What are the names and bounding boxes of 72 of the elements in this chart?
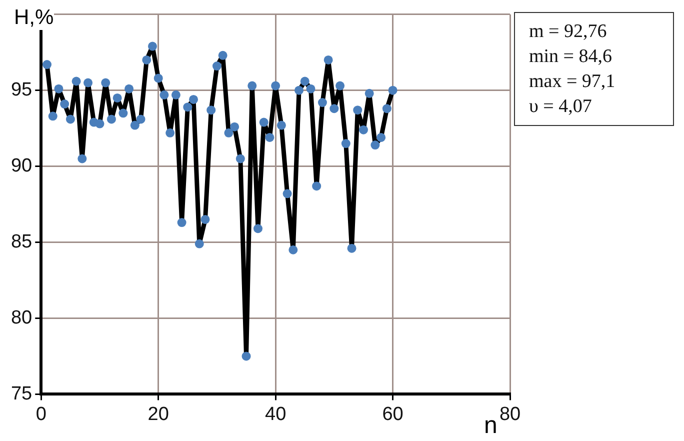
point	[294, 86, 304, 95]
point	[330, 104, 339, 114]
point	[370, 140, 380, 150]
point	[300, 76, 310, 86]
point	[183, 102, 192, 112]
point	[72, 76, 81, 86]
point	[171, 90, 180, 100]
point	[206, 106, 216, 115]
point	[106, 114, 116, 124]
x-tick-label: 60	[382, 404, 404, 425]
point	[142, 55, 152, 64]
point	[282, 189, 292, 198]
point	[388, 86, 398, 95]
point	[101, 78, 110, 88]
point	[236, 154, 245, 164]
point	[248, 81, 257, 90]
y-tick-label: 90	[10, 156, 32, 177]
x-axis-title: n	[484, 412, 498, 440]
point	[166, 128, 175, 138]
point	[306, 84, 316, 94]
y-axis-title: H,%	[14, 6, 54, 30]
y-tick-label: 75	[10, 383, 32, 404]
point	[136, 114, 146, 124]
point	[312, 182, 322, 191]
point	[318, 98, 327, 108]
point	[118, 108, 128, 118]
point	[154, 74, 163, 83]
y-tick-label: 85	[10, 232, 32, 253]
point	[84, 78, 93, 88]
x-tick-label: 20	[148, 404, 169, 425]
point	[382, 104, 392, 114]
y-tick-label: 95	[10, 80, 32, 101]
point	[160, 90, 169, 100]
point	[288, 245, 298, 254]
point	[224, 128, 234, 138]
point	[189, 94, 198, 104]
point	[54, 84, 64, 94]
point	[324, 55, 333, 64]
point	[376, 132, 386, 142]
point	[341, 139, 350, 148]
point	[347, 244, 356, 253]
point	[95, 119, 104, 128]
x-tick-label: 0	[36, 404, 46, 425]
point	[66, 114, 75, 124]
point	[177, 218, 186, 228]
point	[242, 352, 251, 361]
point	[336, 81, 345, 90]
point	[358, 125, 368, 134]
point	[253, 224, 262, 234]
point	[48, 112, 58, 121]
point	[130, 120, 140, 130]
point	[212, 62, 222, 71]
point	[218, 50, 228, 60]
point	[148, 42, 157, 51]
x-tick-label: 40	[264, 404, 286, 425]
point	[230, 122, 240, 132]
point	[112, 93, 122, 102]
point	[276, 120, 286, 130]
x-tick-label: 80	[499, 404, 521, 425]
point	[353, 106, 362, 115]
point	[364, 88, 374, 98]
y-tick-label: 80	[10, 307, 32, 328]
point	[60, 100, 70, 109]
point	[271, 81, 280, 90]
point	[194, 239, 204, 248]
point	[124, 84, 134, 94]
point	[259, 118, 268, 127]
point	[78, 154, 87, 164]
text-box: m = 92,76 min = 84,6 max = 97,1 υ = 4,07	[514, 12, 674, 126]
point	[42, 60, 52, 70]
point	[265, 132, 274, 142]
point	[200, 214, 210, 224]
